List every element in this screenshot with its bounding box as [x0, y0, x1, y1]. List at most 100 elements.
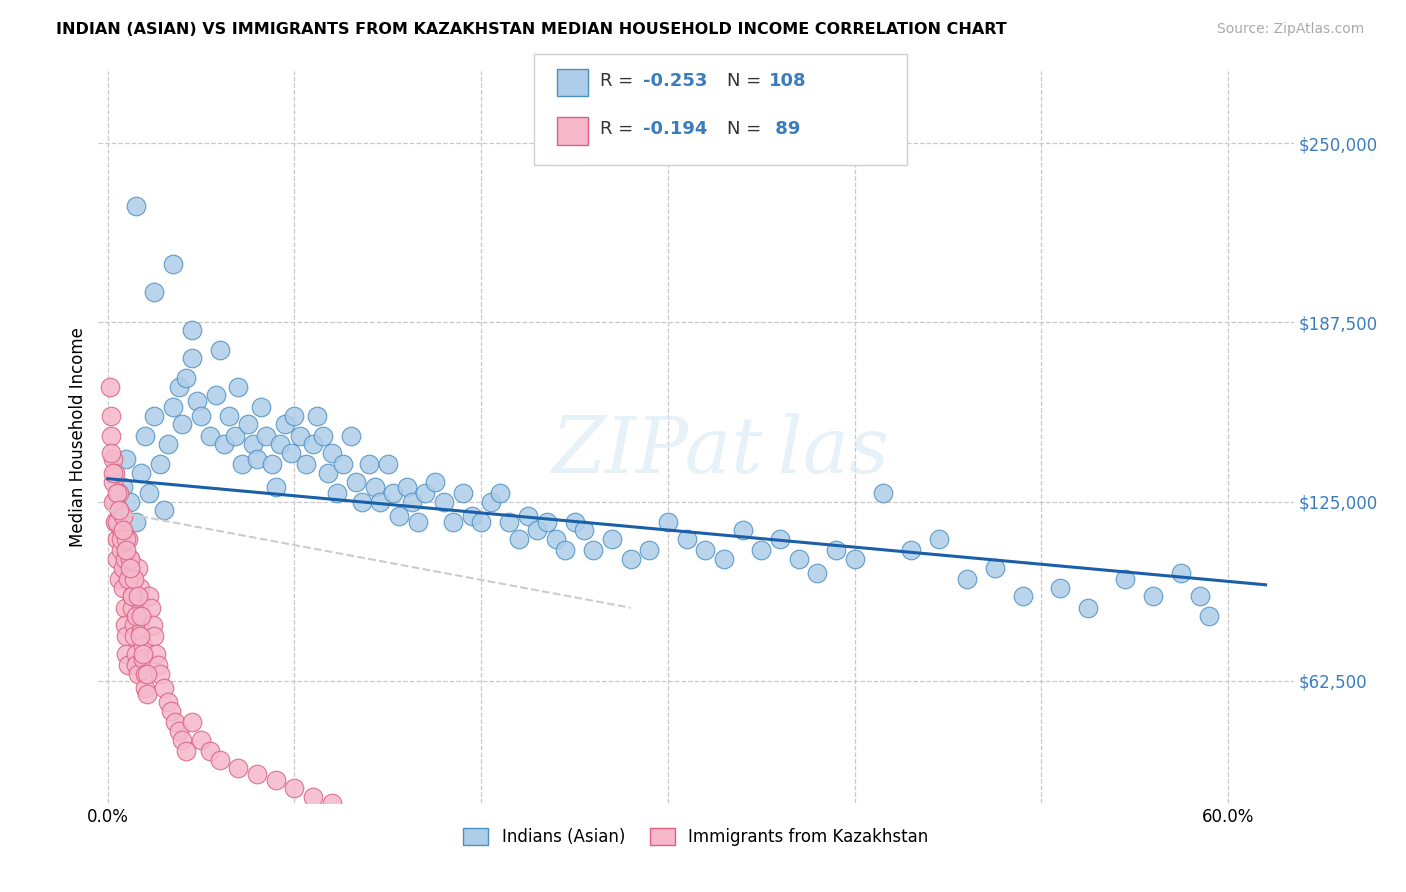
Point: [190, 409, 212, 423]
Point: [283, 781, 305, 796]
Point: [120, 494, 142, 508]
Point: [280, 446, 302, 460]
Point: [152, 503, 174, 517]
Point: [110, 524, 132, 538]
Point: [377, 458, 399, 472]
Point: [105, 552, 128, 566]
Point: [117, 532, 139, 546]
Point: [536, 515, 558, 529]
Point: [100, 428, 122, 442]
Point: [283, 409, 305, 423]
Point: [370, 494, 392, 508]
Point: [100, 446, 122, 460]
Point: [138, 486, 160, 500]
Point: [156, 437, 179, 451]
Text: N =: N =: [727, 72, 766, 90]
Point: [138, 589, 160, 603]
Point: [479, 494, 502, 508]
Point: [149, 458, 172, 472]
Point: [108, 486, 131, 500]
Point: [103, 466, 125, 480]
Point: [143, 285, 166, 300]
Point: [186, 394, 208, 409]
Point: [489, 486, 512, 500]
Point: [121, 589, 143, 603]
Point: [105, 532, 128, 546]
Point: [657, 515, 679, 529]
Point: [125, 609, 148, 624]
Point: [470, 515, 492, 529]
Point: [131, 609, 153, 624]
Point: [174, 744, 197, 758]
Point: [205, 388, 228, 402]
Point: [120, 552, 142, 566]
Point: [128, 595, 150, 609]
Point: [806, 566, 828, 581]
Point: [787, 552, 810, 566]
Point: [111, 581, 134, 595]
Point: [516, 508, 538, 523]
Point: [246, 451, 269, 466]
Point: [114, 552, 136, 566]
Point: [769, 532, 792, 546]
Point: [441, 515, 464, 529]
Y-axis label: Median Household Income: Median Household Income: [69, 327, 87, 547]
Point: [115, 451, 138, 466]
Point: [172, 417, 194, 432]
Point: [125, 199, 148, 213]
Point: [125, 515, 148, 529]
Point: [152, 681, 174, 695]
Point: [149, 666, 172, 681]
Point: [339, 428, 361, 442]
Point: [928, 532, 950, 546]
Point: [108, 572, 131, 586]
Point: [359, 458, 381, 472]
Point: [250, 400, 273, 414]
Point: [132, 638, 155, 652]
Point: [162, 256, 184, 270]
Point: [350, 494, 373, 508]
Point: [104, 515, 127, 529]
Text: N =: N =: [727, 120, 766, 138]
Point: [115, 647, 138, 661]
Point: [162, 400, 184, 414]
Point: [620, 552, 643, 566]
Point: [100, 409, 122, 423]
Point: [111, 524, 134, 538]
Point: [423, 475, 446, 489]
Point: [1011, 589, 1033, 603]
Point: [143, 629, 166, 643]
Point: [108, 503, 131, 517]
Point: [236, 417, 259, 432]
Point: [104, 494, 127, 508]
Point: [321, 446, 343, 460]
Point: [121, 600, 143, 615]
Text: R =: R =: [600, 72, 640, 90]
Point: [900, 543, 922, 558]
Point: [115, 543, 138, 558]
Point: [321, 796, 343, 810]
Point: [134, 428, 156, 442]
Point: [1170, 566, 1192, 581]
Point: [294, 458, 316, 472]
Point: [242, 437, 264, 451]
Point: [142, 618, 165, 632]
Point: [554, 543, 576, 558]
Point: [122, 572, 145, 586]
Point: [984, 560, 1007, 574]
Point: [825, 543, 848, 558]
Point: [98, 380, 121, 394]
Point: [200, 744, 222, 758]
Point: [332, 458, 354, 472]
Point: [288, 428, 311, 442]
Point: [228, 380, 250, 394]
Text: -0.194: -0.194: [643, 120, 707, 138]
Point: [125, 647, 148, 661]
Point: [105, 515, 128, 529]
Point: [256, 428, 278, 442]
Point: [125, 658, 148, 673]
Point: [131, 466, 153, 480]
Point: [1142, 589, 1164, 603]
Point: [139, 600, 162, 615]
Point: [364, 480, 387, 494]
